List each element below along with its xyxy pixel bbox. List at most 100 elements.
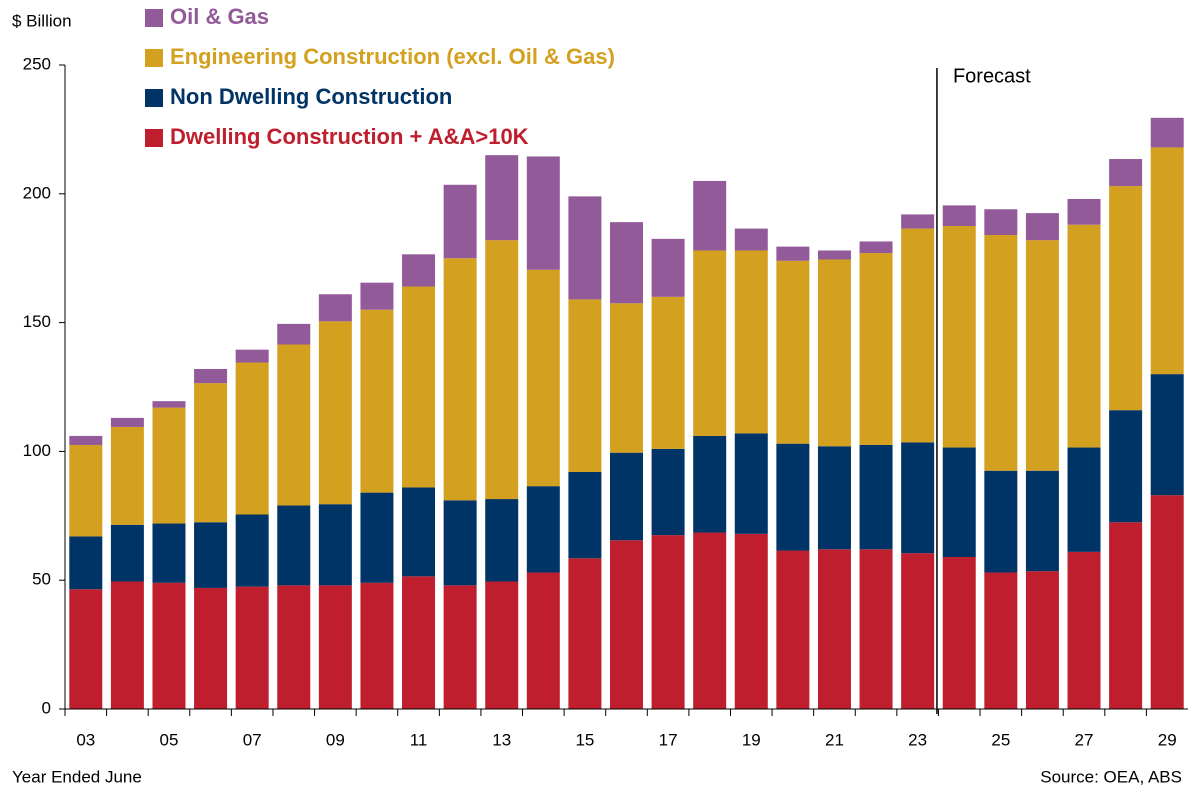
bar-segment — [859, 253, 893, 445]
bar-segment — [651, 448, 685, 536]
bar-segment — [110, 426, 144, 525]
bar-segment — [817, 549, 851, 709]
bar-segment — [651, 296, 685, 449]
bar-segment — [402, 254, 436, 287]
bar-segment — [610, 540, 643, 709]
bar-segment — [859, 549, 893, 709]
bar-segment — [485, 240, 519, 500]
x-tick-label: 11 — [410, 730, 428, 749]
bar-segment — [776, 260, 810, 444]
bar-segment — [610, 452, 643, 541]
bar-segment — [318, 321, 352, 505]
legend-label: Non Dwelling Construction — [170, 84, 452, 109]
bar-segment — [69, 444, 103, 537]
bar-segment — [817, 446, 851, 550]
bar-segment — [610, 222, 643, 304]
x-tick-label: 15 — [575, 730, 594, 749]
bar-segment — [485, 155, 519, 241]
bar-segment — [693, 435, 727, 533]
x-tick-label: 29 — [1158, 730, 1177, 749]
x-tick-label: 13 — [492, 730, 511, 749]
y-tick-label: 50 — [32, 570, 51, 589]
x-tick-label: 25 — [991, 730, 1010, 749]
y-tick-label: 250 — [23, 54, 51, 73]
x-tick-label: 27 — [1075, 730, 1094, 749]
bar-segment — [610, 303, 643, 453]
bar-segment — [734, 228, 768, 251]
bar-segment — [734, 250, 768, 434]
bar-segment — [1109, 522, 1143, 709]
bar-segment — [984, 235, 1018, 471]
bar-segment — [568, 558, 602, 709]
y-tick-label: 100 — [23, 441, 51, 460]
legend-swatch — [145, 9, 163, 27]
bar-segment — [152, 582, 186, 709]
bar-segment — [693, 180, 727, 251]
x-tick-label: 09 — [326, 730, 345, 749]
bar-segment — [942, 226, 976, 448]
bar-segment — [942, 447, 976, 558]
bar-segment — [277, 323, 311, 345]
bar-segment — [734, 433, 768, 534]
bar-segment — [318, 585, 352, 709]
bar-segment — [277, 585, 311, 709]
bar-segment — [69, 589, 103, 709]
bar-segment — [152, 401, 186, 408]
bar-segment — [194, 383, 228, 523]
bar-segment — [817, 259, 851, 447]
bar-segment — [901, 553, 935, 709]
bar-segment — [485, 499, 519, 582]
bar-segment — [152, 407, 186, 524]
bar-segment — [402, 487, 436, 577]
bar-segment — [194, 368, 228, 384]
bar-segment — [526, 156, 560, 270]
bar-segment — [235, 349, 269, 363]
x-tick-label: 19 — [742, 730, 761, 749]
bar-segment — [1150, 117, 1184, 148]
forecast-label: Forecast — [953, 65, 1031, 87]
bar-segment — [776, 246, 810, 261]
bar-segment — [984, 209, 1018, 236]
legend-swatch — [145, 49, 163, 67]
bar-segment — [443, 258, 477, 501]
bar-segment — [235, 514, 269, 587]
bar-segment — [402, 576, 436, 709]
legend-label: Oil & Gas — [170, 4, 269, 29]
bar-segment — [1067, 551, 1101, 709]
bar-segment — [235, 362, 269, 515]
bar-segment — [693, 532, 727, 709]
y-tick-label: 200 — [23, 183, 51, 202]
bar-segment — [568, 472, 602, 559]
bar-segment — [526, 269, 560, 487]
bar-segment — [402, 286, 436, 488]
bar-segment — [1150, 495, 1184, 709]
bar-segment — [1150, 147, 1184, 375]
bar-segment — [277, 505, 311, 586]
bar-segment — [194, 587, 228, 709]
bar-segment — [901, 214, 935, 229]
legend-label: Dwelling Construction + A&A>10K — [170, 124, 529, 149]
bar-segment — [859, 241, 893, 254]
bar-segment — [443, 585, 477, 709]
bar-segment — [568, 299, 602, 473]
bar-segment — [651, 535, 685, 709]
bar-segment — [318, 504, 352, 586]
bar-segment — [443, 500, 477, 586]
bar-segment — [651, 238, 685, 297]
bar-segment — [110, 417, 144, 427]
bar-segment — [942, 557, 976, 709]
bar-segment — [901, 228, 935, 443]
bar-segment — [901, 442, 935, 554]
bar-segment — [568, 196, 602, 300]
bar-segment — [69, 435, 103, 445]
bar-segment — [526, 486, 560, 573]
x-tick-label: 21 — [825, 730, 844, 749]
bar-segment — [110, 581, 144, 709]
bar-segment — [734, 533, 768, 709]
bar-segment — [360, 582, 394, 709]
bar-segment — [318, 294, 352, 322]
bar-segment — [1025, 571, 1059, 709]
x-tick-label: 07 — [243, 730, 262, 749]
bar-segment — [1067, 224, 1101, 448]
